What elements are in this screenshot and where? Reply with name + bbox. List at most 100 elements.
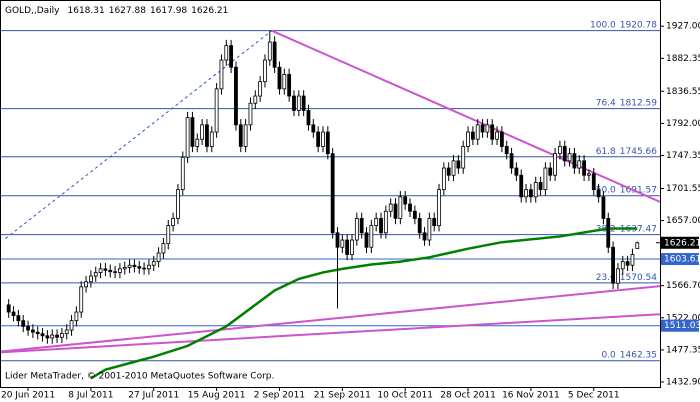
candle-body: [582, 160, 586, 176]
footer: Lider MetaTrader, © 2001-2010 MetaQuotes…: [5, 372, 274, 382]
candle-body: [408, 203, 412, 212]
candle-body: [470, 131, 475, 140]
candle-body: [103, 268, 108, 271]
candle-body: [161, 243, 166, 254]
fib-price: 1637.47: [620, 224, 657, 234]
candle-body: [171, 218, 175, 227]
y-tick-label: 1747.35: [666, 151, 700, 161]
candle-body: [538, 182, 543, 191]
candle-body: [311, 124, 316, 133]
price-box: [661, 253, 699, 266]
candle-body: [524, 189, 528, 198]
candle-body: [292, 95, 296, 111]
candle-body: [93, 272, 98, 277]
candle-body: [330, 153, 335, 234]
candle-body: [200, 124, 205, 140]
candle-body: [238, 124, 243, 147]
trendline: [5, 30, 273, 239]
candle-body: [205, 124, 209, 147]
candle-body: [340, 239, 345, 248]
candle-body: [422, 232, 427, 241]
candle-body: [11, 311, 16, 317]
y-tick-label: 1566.70: [666, 281, 700, 291]
fib-price: 1691.57: [620, 185, 657, 195]
candle-body: [195, 138, 200, 147]
candle-body: [45, 335, 50, 339]
x-tick-label: 28 Oct 2011: [440, 391, 496, 401]
candle-body: [601, 196, 606, 219]
candle-body: [325, 131, 330, 155]
trendline: [0, 285, 661, 353]
y-tick-label: 1836.55: [666, 87, 700, 97]
candle-body: [234, 66, 238, 126]
candle-body: [591, 173, 596, 191]
candle-body: [50, 334, 55, 339]
candle-body: [301, 95, 306, 111]
candle-body: [248, 102, 253, 126]
candle-body: [166, 225, 171, 245]
x-tick-label: 2 Sep 2011: [254, 391, 305, 401]
candle-body: [176, 189, 180, 219]
candle-body: [379, 218, 383, 234]
high: 1627.88: [109, 6, 146, 16]
candle-body: [345, 239, 350, 255]
candle-body: [142, 267, 146, 270]
candle-body: [243, 124, 248, 147]
x-tick-label: 15 Aug 2011: [188, 391, 246, 401]
candle-body: [253, 95, 258, 104]
candle-body: [432, 218, 437, 227]
open: 1618.31: [68, 6, 105, 16]
y-tick-label: 1792.00: [666, 119, 700, 129]
candle-body: [441, 167, 446, 191]
candle-body: [398, 196, 403, 219]
fib-price: 1570.54: [620, 272, 657, 282]
candle-body: [359, 218, 364, 234]
fib-ratio: 0.0: [601, 350, 616, 360]
current-price-label: 1626.21: [664, 238, 700, 248]
fib-label: 50.0 1691.57: [596, 185, 657, 195]
fib-label: 0.0 1462.35: [601, 350, 657, 360]
candle-body: [55, 334, 59, 338]
candle-body: [625, 261, 630, 266]
candle-body: [558, 146, 562, 155]
candle-body: [316, 131, 321, 147]
candle-body: [151, 261, 156, 266]
fib-price: 1462.35: [620, 350, 657, 360]
symbol: GOLD,,Daily: [5, 6, 60, 16]
y-tick-label: 1477.35: [666, 345, 700, 355]
candle-body: [504, 146, 509, 155]
candle-body: [635, 242, 640, 249]
y-tick-label: 1927.00: [666, 22, 700, 32]
current-price-box: [661, 236, 699, 249]
candle-body: [490, 124, 495, 140]
candle-body: [412, 210, 417, 219]
candle-body: [427, 218, 432, 241]
candle-body: [296, 95, 301, 111]
candle-body: [461, 146, 466, 169]
candle-body: [553, 153, 557, 176]
candle-body: [6, 304, 11, 313]
candle-body: [606, 218, 611, 248]
candle-body: [529, 189, 533, 198]
candle-body: [509, 153, 514, 169]
candle-body: [335, 232, 340, 248]
x-tick-label: 20 Jun 2011: [1, 391, 55, 401]
candle-body: [495, 131, 499, 140]
candle-body: [567, 153, 572, 162]
fib-label: 61.8 1745.66: [596, 146, 658, 156]
candle-body: [321, 131, 325, 147]
candle-body: [369, 225, 374, 248]
fib-price: 1745.66: [620, 146, 657, 156]
chart-title: GOLD,,Daily 1618.31 1627.88 1617.98 1626.21: [5, 6, 228, 16]
fib-label: 23.6 1570.54: [596, 272, 658, 282]
candle-body: [287, 74, 292, 97]
candle-body: [30, 329, 35, 333]
fib-price: 1812.59: [620, 98, 657, 108]
candle-body: [437, 189, 441, 227]
candle-body: [519, 174, 524, 198]
price-label: 1603.61: [664, 255, 700, 265]
candle-body: [417, 218, 422, 234]
y-tick-label: 1432.90: [666, 377, 700, 387]
